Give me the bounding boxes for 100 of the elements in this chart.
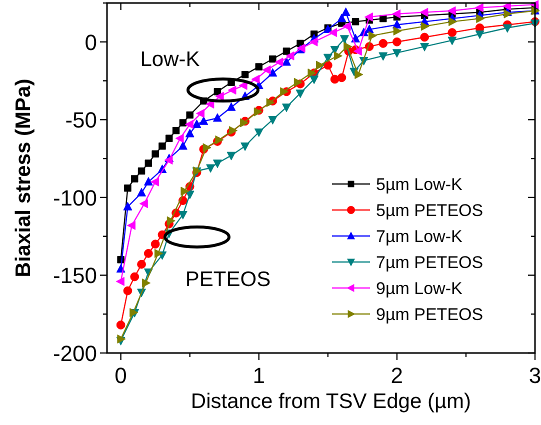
point bbox=[142, 278, 151, 288]
point bbox=[137, 260, 146, 269]
point bbox=[185, 128, 194, 138]
point bbox=[447, 6, 456, 16]
point bbox=[448, 28, 457, 37]
point bbox=[309, 37, 318, 46]
point bbox=[251, 74, 260, 84]
point bbox=[392, 37, 402, 46]
point bbox=[152, 150, 159, 158]
y-axis-title: Biaxial stress (MPa) bbox=[12, 78, 35, 278]
point bbox=[206, 164, 215, 173]
y-tick-label: -50 bbox=[65, 108, 97, 133]
point bbox=[328, 28, 338, 38]
point bbox=[282, 57, 291, 66]
point bbox=[475, 30, 484, 39]
y-tick-label: -150 bbox=[52, 263, 97, 288]
point bbox=[368, 31, 377, 40]
point bbox=[282, 48, 290, 55]
point bbox=[213, 113, 222, 122]
point bbox=[180, 186, 190, 196]
point bbox=[294, 78, 302, 87]
point bbox=[269, 55, 276, 63]
point bbox=[139, 199, 148, 208]
point bbox=[378, 39, 388, 48]
point bbox=[130, 272, 140, 282]
point bbox=[226, 152, 236, 160]
point bbox=[226, 102, 236, 111]
point bbox=[124, 184, 132, 192]
point bbox=[337, 14, 346, 22]
point bbox=[476, 14, 485, 24]
x-tick-label: 1 bbox=[252, 363, 265, 388]
point bbox=[172, 126, 180, 134]
point bbox=[254, 128, 264, 137]
point bbox=[144, 177, 153, 186]
legend-label: 5µm Low-K bbox=[376, 175, 463, 194]
point bbox=[228, 86, 236, 95]
point bbox=[229, 126, 238, 136]
point bbox=[158, 142, 166, 150]
point bbox=[166, 134, 173, 142]
point bbox=[214, 88, 222, 96]
point bbox=[164, 156, 173, 165]
point bbox=[393, 26, 402, 36]
x-tick-label: 2 bbox=[390, 363, 404, 388]
point bbox=[334, 51, 342, 60]
point bbox=[502, 2, 511, 11]
point bbox=[179, 119, 187, 126]
point bbox=[352, 18, 360, 26]
point bbox=[474, 3, 484, 12]
y-tick-label: 0 bbox=[84, 30, 97, 55]
point bbox=[420, 22, 430, 31]
point bbox=[154, 248, 163, 258]
point bbox=[186, 111, 194, 119]
point bbox=[378, 52, 388, 61]
point bbox=[178, 210, 188, 220]
point bbox=[502, 24, 512, 33]
point bbox=[504, 9, 512, 18]
point bbox=[144, 160, 152, 167]
point bbox=[166, 216, 176, 226]
point bbox=[308, 68, 316, 78]
point bbox=[150, 177, 159, 186]
point bbox=[137, 188, 146, 196]
point bbox=[255, 63, 262, 70]
point bbox=[123, 202, 132, 210]
legend-label: 7µm PETEOS bbox=[376, 253, 484, 272]
legend-label: 9µm PETEOS bbox=[376, 305, 484, 324]
y-tick-label: -200 bbox=[52, 341, 97, 366]
x-axis-title: Distance from TSV Edge (µm) bbox=[190, 390, 472, 413]
point bbox=[268, 116, 278, 125]
point bbox=[266, 98, 275, 108]
y-tick-label: -100 bbox=[52, 185, 97, 210]
point bbox=[316, 60, 324, 70]
point bbox=[344, 42, 352, 52]
point bbox=[392, 20, 402, 28]
point bbox=[296, 90, 305, 98]
point bbox=[138, 167, 146, 175]
point bbox=[184, 120, 194, 129]
legend-label: 5µm PETEOS bbox=[376, 201, 484, 220]
legend-label: 9µm Low-K bbox=[376, 279, 463, 298]
x-tick-label: 3 bbox=[528, 363, 541, 388]
point bbox=[196, 108, 204, 118]
point bbox=[330, 74, 340, 84]
point bbox=[131, 175, 138, 182]
point bbox=[342, 22, 351, 31]
point bbox=[192, 119, 202, 128]
point bbox=[126, 220, 136, 230]
point bbox=[323, 54, 332, 62]
point bbox=[392, 9, 401, 18]
point bbox=[420, 42, 429, 52]
point bbox=[286, 51, 294, 60]
point bbox=[337, 73, 346, 82]
point bbox=[116, 276, 124, 286]
point bbox=[310, 76, 319, 84]
point bbox=[340, 35, 349, 44]
annotation: Low-K bbox=[140, 48, 200, 71]
point bbox=[150, 240, 160, 249]
point bbox=[448, 17, 458, 26]
point bbox=[116, 320, 126, 330]
point bbox=[199, 116, 208, 125]
point bbox=[282, 104, 291, 112]
point bbox=[268, 68, 278, 77]
